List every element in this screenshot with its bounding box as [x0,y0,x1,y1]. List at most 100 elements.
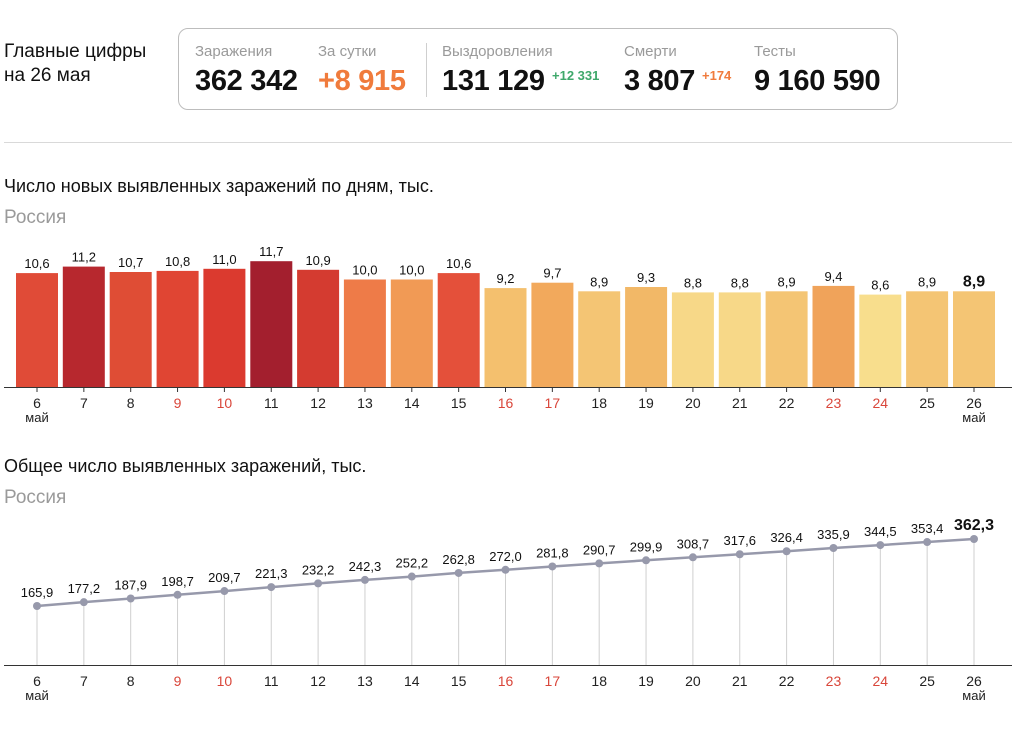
bar [16,273,58,387]
point-value-label: 290,7 [583,542,616,557]
bar-chart-subtitle: Россия [4,207,67,228]
x-tick-label: 20 [685,673,701,689]
point-value-label: 232,2 [302,562,335,577]
x-tick-label: 19 [638,673,654,689]
bar-value-label: 8,6 [871,278,889,293]
x-tick-label: 14 [404,395,420,411]
month-label: май [962,688,985,703]
point-value-label: 272,0 [489,549,522,564]
x-tick-label: 15 [451,673,467,689]
point-value-label: 165,9 [21,585,54,600]
bar-value-label: 8,9 [778,274,796,289]
point-value-label: 335,9 [817,527,850,542]
x-tick-label: 19 [638,395,654,411]
stat-recovered-label: Выздоровления [442,43,553,60]
data-point [33,602,41,610]
bar [859,294,902,387]
stat-tests-label: Тесты [754,43,796,60]
point-value-label: 317,6 [723,533,756,548]
x-tick-label: 23 [826,673,842,689]
x-tick-label: 23 [826,395,842,411]
stat-deaths-label: Смерти [624,43,677,60]
bar-value-label: 9,3 [637,270,655,285]
bar [156,270,199,387]
bar-value-label: 9,7 [543,266,561,281]
x-tick-label: 20 [685,395,701,411]
x-tick-label: 16 [498,395,514,411]
x-tick-label: 8 [127,395,135,411]
bar-chart-title: Число новых выявленных заражений по дням… [4,176,434,196]
x-tick-label: 7 [80,673,88,689]
data-point [407,572,416,581]
point-value-label: 353,4 [911,521,944,536]
data-point [360,575,369,584]
month-label: май [25,688,48,703]
x-tick-label: 13 [357,673,373,689]
x-tick-label: 10 [217,395,233,411]
bar-value-label: 10,0 [399,263,424,278]
bar [250,261,293,387]
x-tick-label: 18 [591,395,607,411]
x-tick-label: 17 [545,395,561,411]
total-cases-line-chart: 165,9 177,2 187,9 198,7 209,7 221,3 232,2 242,3… [4,517,1012,703]
bar [297,269,340,387]
data-point [829,544,838,553]
bar-value-label: 11,2 [72,250,96,265]
bar [812,285,855,387]
x-tick-label: 7 [80,395,88,411]
bar-value-label: 10,8 [165,254,190,269]
x-tick-label: 6 [33,395,41,411]
bar [203,268,246,388]
bar [531,282,574,387]
stat-daily-value: +8 915 [318,65,406,97]
x-tick-label: 22 [779,673,795,689]
point-value-label: 262,8 [442,552,475,567]
point-value-label: 221,3 [255,566,288,581]
point-value-label: 209,7 [208,570,241,585]
bar-value-label: 9,4 [824,269,842,284]
bar-value-label: 9,2 [496,271,514,286]
stat-infections-value: 362 342 [195,65,298,97]
point-value-label: 326,4 [770,530,803,545]
point-value-label: 362,3 [954,517,994,534]
x-tick-label: 9 [174,395,182,411]
bar-value-label: 10,6 [24,256,49,271]
bar-value-label: 11,0 [212,252,236,267]
x-tick-label: 12 [310,395,326,411]
x-tick-label: 9 [174,673,182,689]
headline: Главные цифры на 26 мая [4,40,146,88]
point-value-label: 187,9 [114,577,147,592]
bar-value-label: 8,8 [684,275,702,290]
line-chart-subtitle: Россия [4,487,67,508]
x-tick-label: 8 [127,673,135,689]
stat-deaths-delta: +174 [702,68,732,83]
x-tick-label: 6 [33,673,41,689]
bar [437,273,480,387]
data-point [173,590,182,599]
point-value-label: 252,2 [396,556,429,571]
stat-infections-label: Заражения [195,43,273,60]
point-value-label: 242,3 [349,559,382,574]
x-tick-label: 25 [919,673,935,689]
point-value-label: 177,2 [68,581,101,596]
bar [484,288,527,387]
x-tick-label: 16 [498,673,514,689]
stat-recovered-value: 131 129 [442,65,545,97]
x-tick-label: 24 [873,395,889,411]
x-tick-label: 21 [732,395,748,411]
x-tick-label: 15 [451,395,467,411]
headline-line2: на 26 мая [4,65,91,86]
bar [718,292,761,387]
data-point [688,553,697,562]
bar-value-label: 11,7 [259,245,283,259]
point-value-label: 281,8 [536,545,569,560]
x-tick-label: 21 [732,673,748,689]
x-tick-label: 17 [545,673,561,689]
stats-divider [426,43,427,97]
stat-tests-value: 9 160 590 [754,65,881,97]
stats-panel: Заражения 362 342 За сутки +8 915 Выздор… [178,28,898,110]
data-point [220,587,229,596]
x-tick-label: 11 [264,673,279,689]
stat-recovered-delta: +12 331 [552,68,600,83]
stat-deaths-value: 3 807 [624,65,696,97]
